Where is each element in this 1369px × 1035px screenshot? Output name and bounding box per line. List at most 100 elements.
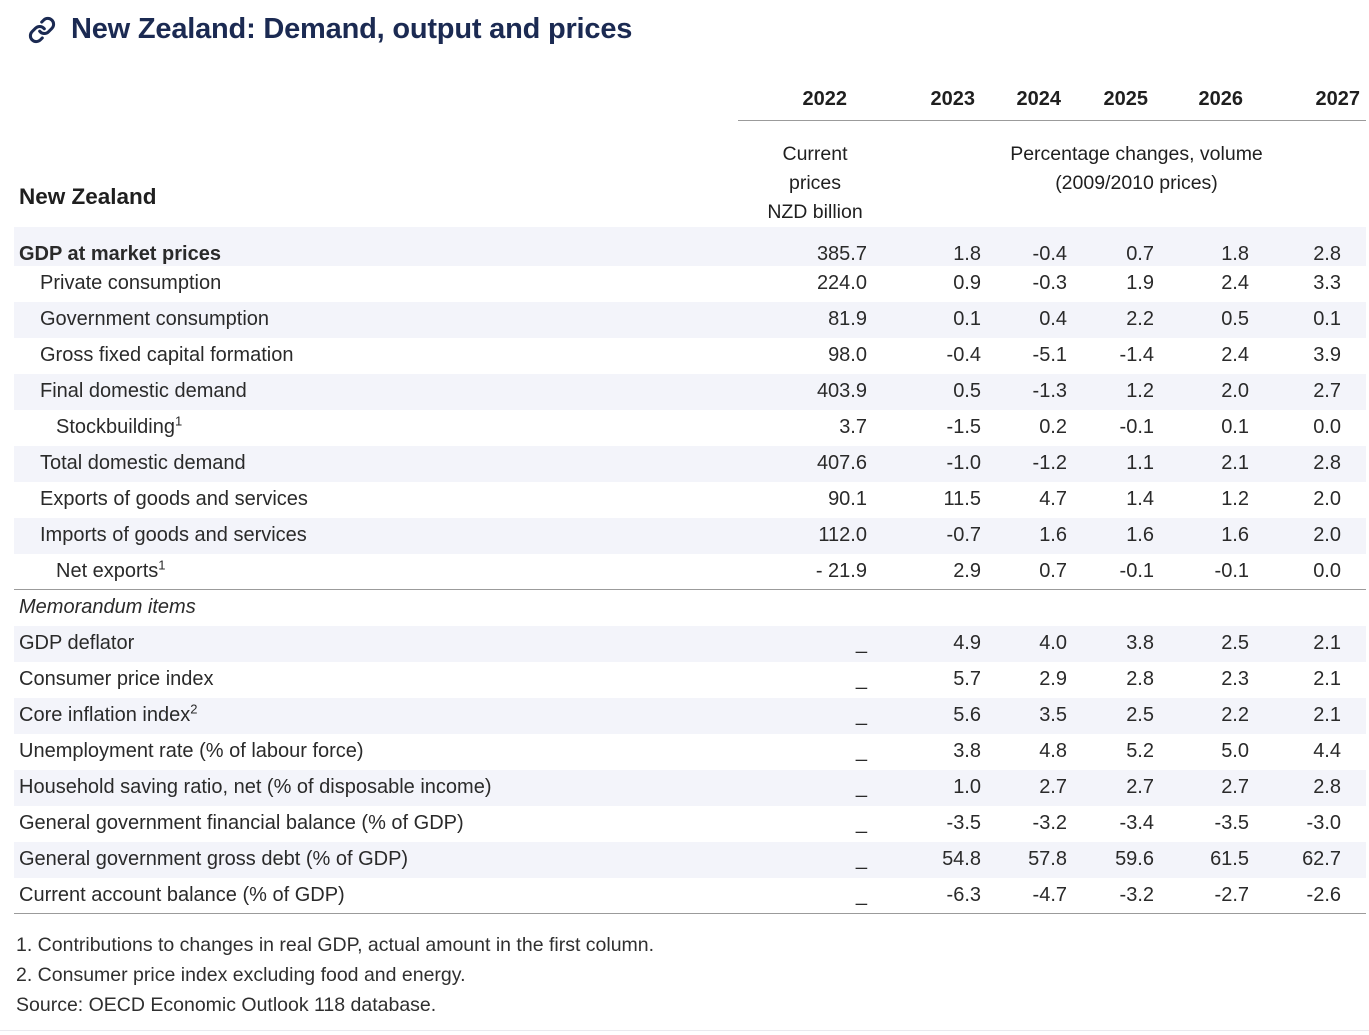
value-cell: 2.7 (1313, 380, 1341, 402)
row-label: GDP at market prices (14, 227, 738, 266)
table-row: Memorandum items (14, 589, 1366, 626)
value-cell: 1.6 (1221, 524, 1249, 546)
page-title: New Zealand: Demand, output and prices (71, 13, 633, 45)
value-cell: 57.8 (1028, 848, 1067, 870)
value-cell: -6.3 (867, 877, 981, 914)
row-label-text: Core inflation index (19, 704, 191, 726)
value-cell: 1.1 (1126, 452, 1154, 474)
value-cell: -2.6 (1249, 877, 1366, 914)
value-cell: 2.7 (1221, 776, 1249, 798)
table-row: Unemployment rate (% of labour force) _ … (14, 734, 1366, 770)
row-label-text: Net exports (56, 559, 159, 582)
value-cell: 0.1 (1313, 308, 1341, 330)
row-label: General government gross debt (% of GDP) (14, 842, 738, 878)
economic-outlook-table: 2022 2023 2024 2025 2026 2027 New Zealan… (14, 74, 1366, 914)
anchor-link-icon[interactable] (28, 16, 56, 44)
value-cell: -3.5 (1214, 812, 1249, 834)
year-header: 2024 (981, 74, 1067, 121)
value-cell: 2.8 (1313, 776, 1341, 798)
value-cell (981, 589, 1067, 626)
value-cell: 2.1 (1313, 668, 1341, 690)
row-label: Imports of goods and services (14, 518, 738, 554)
value-cell: 112.0 (818, 524, 867, 546)
value-cell: 4.0 (1039, 632, 1067, 654)
row-label: Core inflation index2 (14, 698, 738, 734)
table-row: Private consumption 224.0 0.9 -0.3 1.9 2… (14, 266, 1366, 302)
value-cell: 2.5 (1126, 704, 1154, 726)
source-note: Source: OECD Economic Outlook 118 databa… (16, 994, 437, 1016)
value-cell: 1.0 (953, 776, 981, 798)
units-current-prices-line2: NZD billion (767, 200, 863, 223)
value-cell: 0.5 (1221, 308, 1249, 330)
table-row: Household saving ratio, net (% of dispos… (14, 769, 1366, 806)
value-cell: 90.1 (828, 488, 867, 510)
value-cell: 2.5 (1221, 632, 1249, 654)
table-row: Net exports1 - 21.9 2.9 0.7 -0.1 -0.1 0.… (14, 554, 1366, 590)
value-cell: _ (738, 877, 867, 914)
value-cell: _ (855, 812, 867, 834)
value-cell: 4.4 (1313, 740, 1341, 762)
row-label-text: Total domestic demand (40, 452, 246, 474)
year-header: 2026 (1154, 74, 1249, 121)
row-label-text: GDP at market prices (19, 242, 221, 265)
value-cell: -3.4 (1119, 812, 1154, 834)
value-cell: 3.8 (953, 740, 981, 762)
row-label: Unemployment rate (% of labour force) (14, 734, 738, 770)
value-cell: 0.2 (1039, 416, 1067, 438)
units-percentage-changes: Percentage changes, volume (2009/2010 pr… (867, 120, 1366, 227)
row-label-text: General government financial balance (% … (19, 812, 464, 834)
value-cell: 5.6 (953, 704, 981, 726)
value-cell: 2.3 (1221, 668, 1249, 690)
value-cell: _ (855, 632, 867, 654)
table-row: Government consumption 81.9 0.1 0.4 2.2 … (14, 301, 1366, 338)
row-label-text: Private consumption (40, 272, 222, 294)
row-label: Total domestic demand (14, 446, 738, 482)
value-cell: -0.1 (1119, 559, 1154, 582)
value-cell: 4.8 (1039, 740, 1067, 762)
value-cell: 2.8 (1126, 668, 1154, 690)
year-header-row: 2022 2023 2024 2025 2026 2027 (14, 74, 1366, 121)
value-cell: 2.8 (1313, 452, 1341, 474)
units-current-prices: Current prices NZD billion (738, 120, 867, 227)
value-cell: _ (855, 704, 867, 726)
table-row: Stockbuilding1 3.7 -1.5 0.2 -0.1 0.1 0.0 (14, 410, 1366, 446)
table-row: Exports of goods and services 90.1 11.5 … (14, 482, 1366, 518)
value-cell: 3.9 (1313, 344, 1341, 366)
value-cell: -1.5 (946, 416, 981, 438)
row-label: Memorandum items (14, 589, 738, 626)
footnotes: 1. Contributions to changes in real GDP,… (16, 930, 1369, 1020)
value-cell: 54.8 (942, 848, 981, 870)
value-cell: 403.9 (816, 380, 867, 402)
value-cell: 59.6 (1115, 848, 1154, 870)
row-label-superscript: 1 (174, 413, 183, 429)
table-body: GDP at market prices 385.7 1.8 -0.4 0.7 … (14, 226, 1366, 914)
value-cell: 0.9 (953, 272, 981, 294)
value-cell: -5.1 (1032, 344, 1067, 366)
value-cell: 1.4 (1126, 488, 1154, 510)
value-cell: -3.5 (946, 812, 981, 834)
value-cell: _ (855, 668, 867, 690)
row-label-text: Household saving ratio, net (% of dispos… (19, 776, 492, 798)
value-cell: 2.7 (1039, 776, 1067, 798)
value-cell: -0.1 (1119, 416, 1154, 438)
value-cell: 98.0 (828, 344, 867, 366)
row-label-text: Consumer price index (19, 668, 214, 690)
row-label: Net exports1 (14, 554, 738, 590)
row-label: Household saving ratio, net (% of dispos… (14, 770, 738, 806)
value-cell: 0.4 (1039, 308, 1067, 330)
value-cell: 5.2 (1126, 740, 1154, 762)
row-label-text: General government gross debt (% of GDP) (19, 848, 409, 870)
year-header: 2027 (1249, 74, 1366, 121)
value-cell (1067, 589, 1154, 626)
value-cell: 0.0 (1313, 416, 1341, 438)
page-header: New Zealand: Demand, output and prices (0, 0, 1369, 46)
value-cell: 0.0 (1313, 559, 1341, 582)
year-header: 2025 (1067, 74, 1154, 121)
value-cell: 1.2 (1221, 488, 1249, 510)
value-cell: 5.0 (1221, 740, 1249, 762)
units-percentage-changes-line2: (2009/2010 prices) (1055, 171, 1218, 194)
table-row: Consumer price index _ 5.7 2.9 2.8 2.3 2… (14, 662, 1366, 698)
value-cell: -4.7 (981, 877, 1067, 914)
row-label-text: Imports of goods and services (40, 524, 307, 546)
row-label-superscript: 2 (190, 701, 198, 717)
